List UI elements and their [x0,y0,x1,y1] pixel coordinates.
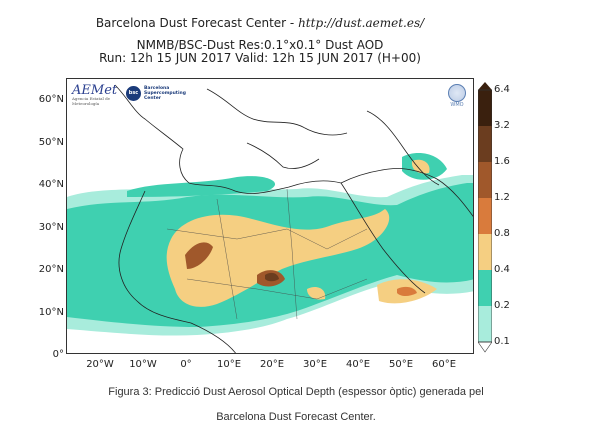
lon-label-50e: 50°E [388,359,414,370]
colorbar-tick-1.2: 1.2 [494,192,510,203]
lat-label-60n: 60°N [38,94,64,105]
colorbar-segment [478,162,492,198]
wmo-globe-icon [448,84,466,102]
lat-label-20n: 20°N [38,264,64,275]
colorbar-tick-1.6: 1.6 [494,156,510,167]
colorbar-bottom-arrow [478,341,492,353]
lat-label-10n: 10°N [38,307,64,318]
run-info: Run: 12h 15 JUN 2017 Valid: 12h 15 JUN 2… [99,51,421,65]
borders [166,188,368,320]
map-title: Barcelona Dust Forecast Center - http://… [40,16,480,30]
figure-caption-line1: Figura 3: Predicció Dust Aerosol Optical… [108,386,484,398]
colorbar-segment [478,126,492,162]
lat-label-40n: 40°N [38,179,64,190]
colorbar-segment [478,270,492,306]
title-text: Barcelona Dust Forecast Center - [95,16,299,30]
dust-hotspot-chad-dark [265,272,279,282]
map-graphic [67,84,473,353]
colorbar-tick-3.2: 3.2 [494,120,510,131]
coastlines [114,84,473,353]
lon-label-20w: 20°W [86,359,114,370]
colorbar-tick-0.2: 0.2 [494,300,510,311]
dust-core-caspian [411,159,430,174]
aemet-logo-subtitle: Agencia Estatal de Meteorología [72,96,111,106]
lat-label-0: 0° [52,349,64,360]
dust-hotspot-west [185,242,213,269]
colorbar-segment [478,90,492,126]
figure-caption-line2: Barcelona Dust Forecast Center. [216,411,376,423]
dust-core-sudan [307,287,326,300]
lat-label-30n: 30°N [38,222,64,233]
colorbar-tick-0.1: 0.1 [494,336,510,347]
colorbar-tick-6.4: 6.4 [494,84,510,95]
colorbar [478,82,492,353]
title-url[interactable]: http://dust.aemet.es/ [298,16,425,30]
bsc-logo-mark: bsc [126,85,141,101]
colorbar-segment [478,306,492,342]
dust-hotspot-arabia [397,286,417,296]
dust-aod-map [66,78,474,354]
wmo-logo: WMO [446,84,468,110]
colorbar-segment [478,234,492,270]
lon-label-20e: 20°E [259,359,285,370]
dust-core-yellow [166,209,390,307]
aemet-logo: AEMet Agencia Estatal de Meteorología [72,83,122,106]
wmo-logo-text: WMO [450,102,464,108]
lat-label-50n: 50°N [38,137,64,148]
lon-label-10w: 10°W [129,359,157,370]
lon-label-30e: 30°E [302,359,328,370]
lon-label-0: 0° [180,359,192,370]
colorbar-segment [478,198,492,234]
model-info: NMMB/BSC-Dust Res:0.1°x0.1° Dust AOD [136,38,384,52]
bsc-logo-text: Barcelona Supercomputing Center [144,85,186,101]
aemet-logo-text: AEMet [72,83,118,98]
colorbar-tick-0.4: 0.4 [494,264,510,275]
colorbar-top-arrow [478,82,492,90]
colorbar-tick-0.8: 0.8 [494,228,510,239]
lon-label-60e: 60°E [431,359,457,370]
lon-label-10e: 10°E [216,359,242,370]
lon-label-40e: 40°E [345,359,371,370]
bsc-logo: bsc Barcelona Supercomputing Center [126,84,186,102]
